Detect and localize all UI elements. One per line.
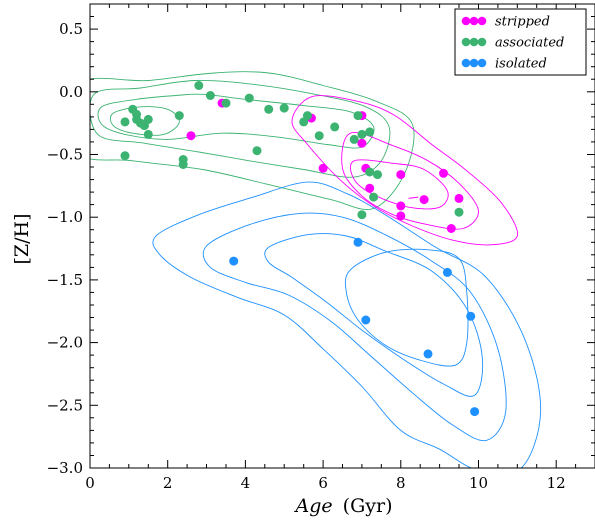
y-tick-label: −1.0 <box>47 208 83 226</box>
point-associated <box>279 103 289 113</box>
point-stripped <box>365 183 375 193</box>
contour-associated-3 <box>97 93 375 149</box>
point-associated <box>303 111 312 121</box>
legend-marker-associated <box>469 37 479 47</box>
point-associated <box>314 131 324 141</box>
point-stripped <box>357 138 367 148</box>
point-associated <box>221 98 231 108</box>
contour-associated-4 <box>109 106 180 136</box>
legend: stripped associated isolated <box>454 8 587 76</box>
point-stripped <box>396 201 406 211</box>
point-associated <box>205 91 215 100</box>
point-associated <box>353 111 363 121</box>
legend-marker-isolated <box>469 58 479 68</box>
point-stripped <box>419 195 429 205</box>
x-tick-label: 12 <box>547 474 566 492</box>
point-stripped <box>454 193 464 203</box>
point-stripped <box>446 224 456 233</box>
point-stripped <box>186 131 196 141</box>
point-associated <box>357 210 367 220</box>
point-isolated <box>353 237 363 247</box>
point-associated <box>369 192 379 202</box>
point-associated <box>174 111 184 121</box>
point-associated <box>373 170 382 180</box>
point-stripped <box>439 168 448 178</box>
point-isolated <box>470 407 480 417</box>
x-tick-label: 2 <box>163 474 173 492</box>
point-associated <box>244 93 254 103</box>
point-stripped <box>396 170 406 180</box>
point-isolated <box>423 349 433 359</box>
point-isolated <box>466 311 476 321</box>
legend-marker-associated <box>461 37 471 47</box>
point-associated <box>330 122 340 132</box>
x-tick-label: 0 <box>85 474 95 492</box>
point-isolated <box>442 267 452 277</box>
contour-associated-2 <box>90 79 391 178</box>
contour-isolated-2 <box>202 212 507 442</box>
y-tick-label: −3.0 <box>47 459 83 477</box>
point-associated <box>120 117 130 127</box>
x-tick-label: 10 <box>469 474 488 492</box>
contour-isolated-4 <box>344 248 469 367</box>
point-associated <box>120 151 130 161</box>
legend-label-stripped: stripped <box>495 15 550 30</box>
point-stripped <box>396 211 406 221</box>
point-associated <box>349 134 359 144</box>
point-associated <box>178 160 188 169</box>
x-axis-label: Age (Gyr) <box>293 495 392 517</box>
contour-stripped-1 <box>291 95 519 246</box>
axis-ticks <box>89 3 595 469</box>
x-tick-label: 8 <box>396 474 406 492</box>
point-associated <box>143 129 153 139</box>
legend-marker-isolated <box>477 58 487 68</box>
y-tick-label: −2.0 <box>47 334 83 352</box>
point-associated <box>365 167 375 177</box>
x-tick-label: 6 <box>318 474 328 492</box>
contour-stripped-4 <box>408 196 419 199</box>
legend-label-associated: associated <box>495 36 564 51</box>
contour-stripped-3 <box>350 159 449 210</box>
point-associated <box>357 129 367 139</box>
y-tick-labels: 0.5 0.0 −0.5 −1.0 −1.5 −2.0 −2.5 −3.0 <box>47 20 83 477</box>
point-associated <box>264 104 274 114</box>
x-tick-label: 4 <box>241 474 251 492</box>
data-points <box>120 81 480 417</box>
contour-stripped-2 <box>341 132 479 230</box>
x-axis-label-italic: Age <box>293 495 332 517</box>
y-tick-label: −2.5 <box>47 396 83 414</box>
x-tick-labels: 0 2 4 6 8 10 12 <box>85 474 566 492</box>
y-tick-label: 0.0 <box>59 83 83 101</box>
point-associated <box>252 146 262 156</box>
legend-entries: stripped associated isolated <box>461 15 564 72</box>
point-associated <box>194 81 204 90</box>
legend-marker-stripped <box>461 16 471 26</box>
point-isolated <box>229 256 239 266</box>
legend-marker-stripped <box>477 16 487 26</box>
point-associated <box>454 207 464 217</box>
legend-marker-associated <box>477 37 487 47</box>
legend-marker-isolated <box>461 58 471 68</box>
y-tick-label: 0.5 <box>59 20 83 38</box>
y-tick-label: −0.5 <box>47 146 83 164</box>
y-axis-label: [Z/H] <box>11 214 33 265</box>
legend-marker-stripped <box>469 16 479 26</box>
point-isolated <box>361 315 371 325</box>
point-associated <box>132 109 142 119</box>
point-associated <box>143 114 153 124</box>
y-tick-label: −1.5 <box>47 271 83 289</box>
point-stripped <box>318 163 328 173</box>
x-axis-label-unit: (Gyr) <box>343 495 393 517</box>
legend-label-isolated: isolated <box>495 57 547 72</box>
point-associated <box>365 127 375 137</box>
